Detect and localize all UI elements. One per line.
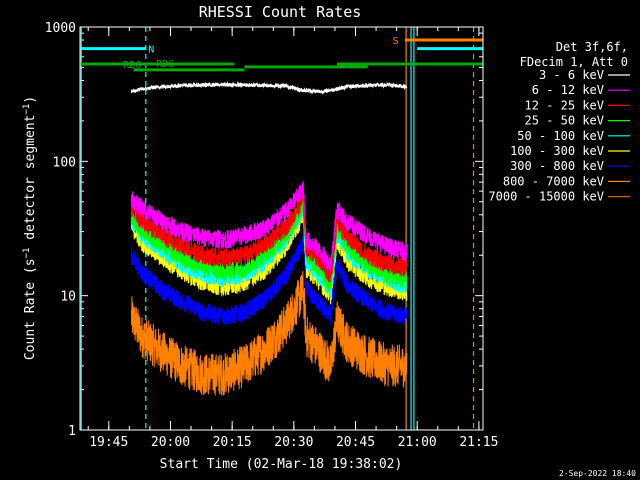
y-axis-label-part: ) (23, 96, 38, 104)
chart-title: RHESSI Count Rates (199, 3, 362, 21)
legend-label: 3 - 6 keV (539, 68, 604, 82)
legend-label: 800 - 7000 keV (503, 174, 604, 188)
series-line (130, 180, 408, 272)
legend-label: 100 - 300 keV (510, 144, 604, 158)
x-tick-label: 21:00 (398, 435, 437, 450)
series-line (130, 81, 408, 95)
legend-label: 6 - 12 keV (532, 83, 604, 97)
flag-bar-label: N (148, 45, 154, 56)
x-tick-label: 20:00 (151, 435, 190, 450)
x-tick-label: 21:15 (459, 435, 498, 450)
y-axis-label-part: Count Rate (s (23, 258, 38, 360)
series-line (130, 236, 408, 326)
y-tick-label: 10 (60, 290, 76, 305)
y-axis-label-part: −1 (22, 104, 32, 115)
plot-area: 1 10 100 1000 19:45 20:00 20:15 20:30 20:45 21:00… (45, 21, 499, 450)
x-tick-label: 20:30 (274, 435, 313, 450)
legend-label: 12 - 25 keV (525, 98, 604, 112)
y-tick-label: 1000 (45, 21, 76, 36)
decimation-bar-label: RD6 (156, 59, 174, 70)
series-line (130, 271, 408, 396)
plot-frame (79, 26, 484, 431)
legend-label: 25 - 50 keV (525, 114, 604, 128)
series-line (130, 191, 408, 284)
x-tick-label: 20:15 (213, 435, 252, 450)
legend-header: FDecim 1, Att 0 (520, 55, 628, 69)
y-axis-label-part: detector segment (23, 115, 38, 248)
legend-label: 7000 - 15000 keV (488, 190, 604, 204)
flag-bar-label: S (393, 36, 399, 47)
decimation-bar-label: RD0 (123, 60, 141, 71)
footer-date: 2-Sep-2022 18:40 (559, 469, 636, 478)
legend-header: Det 3f,6f, (556, 40, 628, 54)
legend-label: 50 - 100 keV (517, 129, 604, 143)
y-tick-label: 1 (68, 424, 76, 439)
x-tick-label: 19:45 (89, 435, 128, 450)
y-tick-label: 100 (53, 155, 76, 170)
y-axis-label-part: −1 (22, 248, 32, 259)
y-axis-label: Count Rate (s−1 detector segment−1) (22, 96, 38, 360)
legend-label: 300 - 800 keV (510, 159, 604, 173)
x-tick-label: 20:45 (336, 435, 375, 450)
x-axis-label: Start Time (02-Mar-18 19:38:02) (160, 457, 403, 472)
